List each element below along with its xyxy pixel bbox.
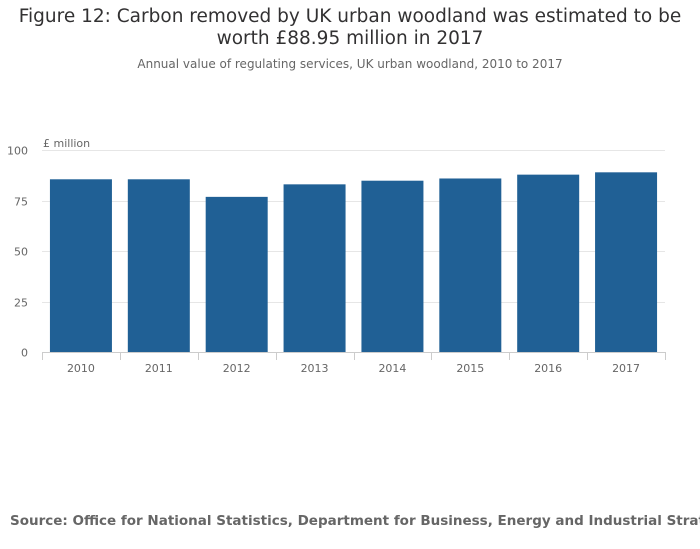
bar: [439, 178, 502, 352]
x-tick-label: 2013: [301, 362, 329, 375]
chart-title: Figure 12: Carbon removed by UK urban wo…: [18, 6, 682, 49]
bar: [127, 179, 190, 352]
bar: [361, 180, 424, 352]
chart-subtitle: Annual value of regulating services, UK …: [137, 57, 563, 71]
y-axis-label: £ million: [43, 137, 90, 150]
bar: [517, 174, 580, 352]
y-tick-label: 100: [7, 145, 28, 158]
x-axis-ticks: 2010 2011 2012 2013 2014 2015 2016 2017: [42, 352, 666, 375]
x-tick-label: 2016: [534, 362, 562, 375]
x-tick-label: 2017: [612, 362, 640, 375]
bar: [49, 179, 112, 352]
bar: [205, 196, 268, 352]
y-tick-label: 0: [21, 347, 28, 360]
x-tick-label: 2014: [378, 362, 406, 375]
bars: [49, 172, 658, 352]
bar: [595, 172, 658, 352]
y-axis-ticks: 0 25 50 75 100: [7, 145, 28, 360]
y-tick-label: 25: [14, 297, 28, 310]
x-tick-label: 2012: [223, 362, 251, 375]
source-note: Source: Office for National Statistics, …: [10, 513, 700, 529]
x-tick-label: 2011: [145, 362, 173, 375]
bar: [283, 184, 346, 352]
x-tick-label: 2010: [67, 362, 95, 375]
x-tick-label: 2015: [456, 362, 484, 375]
y-tick-label: 50: [14, 246, 28, 259]
y-tick-label: 75: [14, 196, 28, 209]
